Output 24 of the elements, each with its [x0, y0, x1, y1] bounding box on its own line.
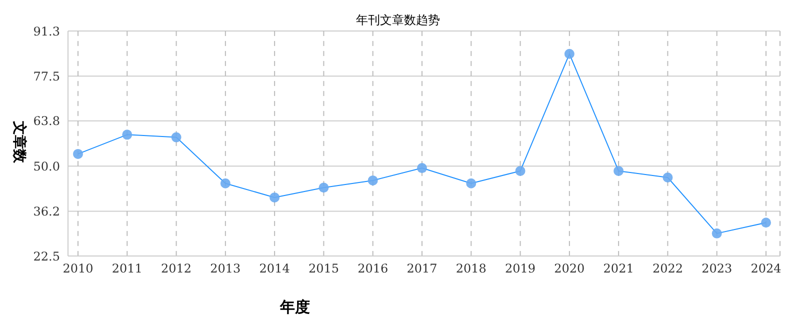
x-tick-label: 2011 — [112, 262, 142, 276]
x-tick-label: 2012 — [161, 262, 192, 276]
x-tick-label: 2015 — [308, 262, 339, 276]
x-tick-label: 2019 — [505, 262, 536, 276]
x-tick-label: 2013 — [210, 262, 241, 276]
y-tick-label: 36.2 — [33, 204, 60, 218]
y-tick-label: 50.0 — [33, 159, 60, 174]
x-tick-label: 2018 — [456, 262, 486, 276]
x-tick-label: 2023 — [702, 262, 732, 276]
x-tick-label: 2016 — [358, 262, 388, 276]
x-tick-label: 2017 — [406, 262, 438, 276]
y-tick-label: 91.3 — [33, 24, 60, 38]
y-axis-title: 文章数 — [10, 120, 28, 165]
x-tick-label: 2021 — [603, 262, 634, 276]
y-tick-label: 22.5 — [33, 249, 60, 264]
x-tick-label: 2010 — [62, 262, 94, 276]
x-axis-title: 年度 — [280, 298, 310, 317]
y-tick-label: 63.8 — [33, 114, 60, 128]
x-tick-label: 2020 — [554, 262, 585, 276]
x-tick-label: 2024 — [750, 262, 782, 276]
y-tick-label: 77.5 — [33, 69, 60, 84]
chart-title: 年刊文章数趋势 — [356, 13, 440, 27]
x-tick-label: 2014 — [259, 262, 290, 276]
x-tick-label: 2022 — [652, 262, 683, 276]
